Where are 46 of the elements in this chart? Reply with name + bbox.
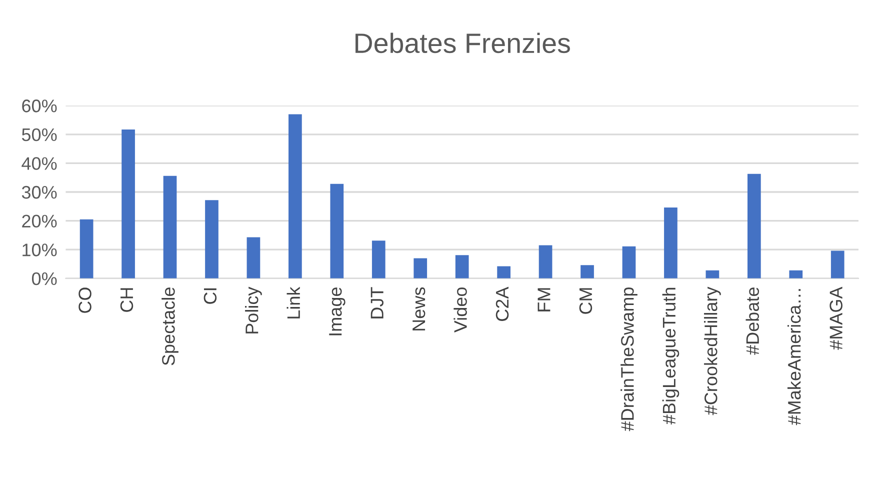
bar (80, 219, 94, 278)
bar (538, 245, 552, 278)
y-tick-label: 10% (22, 244, 57, 256)
bar (497, 266, 510, 278)
x-tick-label: Policy (245, 286, 262, 334)
bar (706, 270, 720, 278)
bar (580, 265, 594, 278)
bar (747, 174, 761, 278)
bar (330, 184, 344, 278)
bar (372, 240, 386, 278)
y-tick-label: 40% (22, 157, 57, 170)
x-tick-label: CM (579, 288, 592, 314)
x-tick-label: Link (286, 286, 300, 318)
y-tick-label: 50% (22, 128, 57, 142)
x-tick-label: CH (120, 288, 134, 312)
x-tick-label: #MAGA (830, 286, 842, 350)
chart-title: Debates Frenzies (356, 32, 570, 54)
x-tick-label: Video (454, 287, 467, 333)
x-tick-label: #CrookedHillary (704, 286, 721, 416)
bar (455, 255, 469, 278)
bar (622, 246, 636, 278)
y-tick-label: 60% (22, 100, 57, 112)
bar (205, 200, 218, 278)
x-tick-label: FM (538, 288, 550, 312)
y-tick-label: 0% (32, 272, 57, 286)
y-tick-label: 30% (22, 186, 57, 199)
bar (288, 114, 302, 278)
bar (122, 130, 135, 278)
x-tick-label: #BigLeagueTruth (662, 288, 680, 424)
bar (789, 270, 803, 278)
x-tick-label: #Debate (746, 288, 760, 355)
x-tick-label: C2A (496, 286, 509, 321)
x-tick-label: CI (204, 288, 217, 304)
x-tick-label: DJT (370, 287, 384, 318)
bar (664, 208, 678, 278)
x-tick-label: #DrainTheSwamp (620, 287, 638, 432)
bar (830, 250, 844, 278)
y-tick-label: 20% (22, 214, 57, 228)
x-tick-label: News (412, 287, 426, 330)
bar (163, 176, 177, 278)
bar (414, 258, 428, 278)
bar (246, 237, 260, 278)
x-tick-label: Image (329, 288, 346, 336)
x-tick-label: CO (78, 288, 92, 313)
x-tick-label: Spectacle (162, 288, 178, 366)
x-tick-label: #MakeAmerica… (787, 289, 801, 426)
